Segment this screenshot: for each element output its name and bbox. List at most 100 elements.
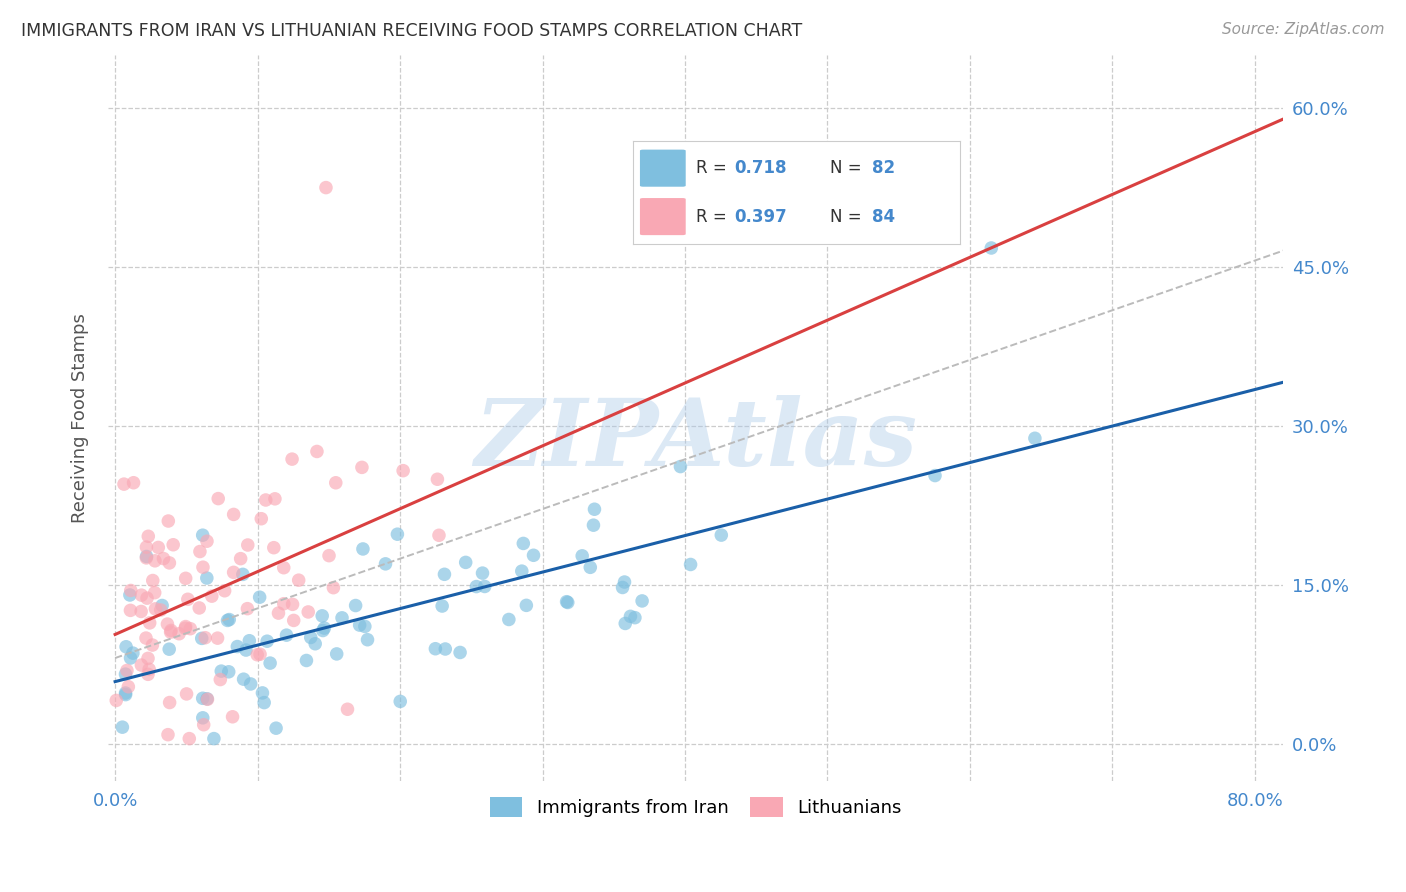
Text: IMMIGRANTS FROM IRAN VS LITHUANIAN RECEIVING FOOD STAMPS CORRELATION CHART: IMMIGRANTS FROM IRAN VS LITHUANIAN RECEI… xyxy=(21,22,803,40)
Point xyxy=(392,464,415,478)
Point xyxy=(232,567,254,582)
Point xyxy=(218,613,240,627)
Point xyxy=(201,589,224,603)
Point xyxy=(515,599,537,613)
Point xyxy=(195,534,218,549)
Point xyxy=(136,591,159,606)
Point xyxy=(325,475,347,490)
Point xyxy=(129,604,152,618)
Point xyxy=(425,641,447,656)
Point xyxy=(427,528,450,542)
Point xyxy=(349,618,371,632)
Point xyxy=(471,566,494,580)
Point xyxy=(239,677,262,691)
Point xyxy=(117,680,139,694)
Point xyxy=(454,555,477,569)
Point xyxy=(512,536,534,550)
Point xyxy=(191,691,214,706)
Point xyxy=(924,468,946,483)
Point xyxy=(273,597,295,611)
Point xyxy=(330,611,353,625)
Point xyxy=(387,527,409,541)
Point xyxy=(263,541,285,555)
Point xyxy=(197,692,219,706)
Point xyxy=(120,651,142,665)
Point xyxy=(122,646,145,660)
Text: 0.718: 0.718 xyxy=(735,159,787,178)
Point xyxy=(336,702,359,716)
Point xyxy=(325,647,347,661)
Point xyxy=(221,710,243,724)
Point xyxy=(136,529,159,543)
Point xyxy=(474,579,496,593)
Point xyxy=(190,632,212,646)
Point xyxy=(281,598,304,612)
Point xyxy=(135,540,157,554)
Point xyxy=(114,667,136,681)
Point xyxy=(138,662,160,676)
Text: 84: 84 xyxy=(872,208,896,226)
Point xyxy=(112,477,135,491)
Point xyxy=(583,502,606,516)
Point xyxy=(142,574,165,588)
Point xyxy=(118,588,141,602)
Point xyxy=(191,560,214,574)
Point xyxy=(256,634,278,648)
Point xyxy=(287,573,309,587)
Point xyxy=(135,550,157,565)
Point xyxy=(131,658,153,673)
Point xyxy=(114,686,136,700)
Point xyxy=(131,588,153,602)
Point xyxy=(143,554,166,568)
Point xyxy=(571,549,593,563)
Point xyxy=(236,601,259,615)
Point xyxy=(202,731,225,746)
Point xyxy=(276,628,298,642)
Point xyxy=(135,549,157,564)
Point xyxy=(264,721,287,735)
Point xyxy=(209,664,232,678)
Point xyxy=(238,633,260,648)
Point xyxy=(207,631,229,645)
Text: 0.397: 0.397 xyxy=(735,208,787,226)
Point xyxy=(148,541,170,555)
Point xyxy=(150,599,173,613)
Point xyxy=(510,564,533,578)
Point xyxy=(304,637,326,651)
Point xyxy=(297,605,319,619)
Point xyxy=(236,538,259,552)
Point xyxy=(226,640,249,654)
Point xyxy=(299,631,322,645)
Point xyxy=(229,551,252,566)
Point xyxy=(631,594,654,608)
Point xyxy=(174,621,197,635)
Point xyxy=(314,621,336,635)
Point xyxy=(235,643,257,657)
Point xyxy=(315,180,337,194)
Point xyxy=(264,491,287,506)
Point xyxy=(174,571,197,585)
Point xyxy=(209,673,232,687)
Point xyxy=(174,619,197,633)
Point xyxy=(167,626,190,640)
Point xyxy=(273,560,295,574)
Point xyxy=(613,575,636,590)
Point xyxy=(232,672,254,686)
Point xyxy=(157,556,180,570)
Text: 82: 82 xyxy=(872,159,896,178)
Point xyxy=(389,694,412,708)
Point xyxy=(136,651,159,665)
Point xyxy=(141,638,163,652)
Point xyxy=(619,609,641,624)
Point xyxy=(259,656,281,670)
Point xyxy=(350,460,373,475)
Point xyxy=(283,614,305,628)
Point xyxy=(557,595,579,609)
Point xyxy=(222,566,245,580)
Point xyxy=(120,583,142,598)
Point xyxy=(582,518,605,533)
Point xyxy=(249,647,271,661)
Point xyxy=(281,452,304,467)
Point xyxy=(253,696,276,710)
Point xyxy=(193,717,215,731)
